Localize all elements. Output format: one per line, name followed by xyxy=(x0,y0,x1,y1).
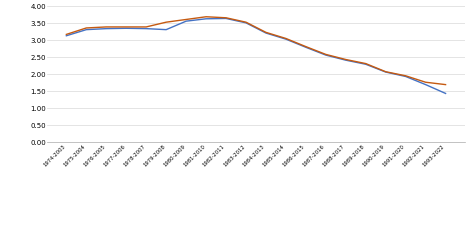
10-year Treasury Note Less CPI Inflation xyxy=(83,29,89,32)
10-year Treasury Note Less CPI Inflation
(1974-2002), 10-year TIPS (2003-2022) xyxy=(243,22,249,25)
10-year Treasury Note Less CPI Inflation xyxy=(123,28,129,30)
10-year Treasury Note Less CPI Inflation xyxy=(243,22,249,25)
Line: 10-year Treasury Note Less CPI Inflation: 10-year Treasury Note Less CPI Inflation xyxy=(66,19,446,94)
10-year Treasury Note Less CPI Inflation xyxy=(363,64,369,66)
10-year Treasury Note Less CPI Inflation xyxy=(164,29,169,32)
10-year Treasury Note Less CPI Inflation xyxy=(383,71,389,74)
10-year Treasury Note Less CPI Inflation xyxy=(223,18,229,21)
10-year Treasury Note Less CPI Inflation
(1974-2002), 10-year TIPS (2003-2022) xyxy=(64,34,69,37)
10-year Treasury Note Less CPI Inflation xyxy=(263,33,269,35)
10-year Treasury Note Less CPI Inflation xyxy=(423,84,428,87)
10-year Treasury Note Less CPI Inflation
(1974-2002), 10-year TIPS (2003-2022) xyxy=(223,17,229,20)
10-year Treasury Note Less CPI Inflation xyxy=(203,18,209,21)
10-year Treasury Note Less CPI Inflation xyxy=(343,60,348,62)
10-year Treasury Note Less CPI Inflation
(1974-2002), 10-year TIPS (2003-2022) xyxy=(363,63,369,66)
10-year Treasury Note Less CPI Inflation
(1974-2002), 10-year TIPS (2003-2022) xyxy=(83,27,89,30)
10-year Treasury Note Less CPI Inflation
(1974-2002), 10-year TIPS (2003-2022) xyxy=(443,84,448,87)
10-year Treasury Note Less CPI Inflation xyxy=(64,35,69,38)
10-year Treasury Note Less CPI Inflation
(1974-2002), 10-year TIPS (2003-2022) xyxy=(203,16,209,19)
10-year Treasury Note Less CPI Inflation xyxy=(143,28,149,31)
10-year Treasury Note Less CPI Inflation
(1974-2002), 10-year TIPS (2003-2022) xyxy=(303,46,309,49)
10-year Treasury Note Less CPI Inflation xyxy=(403,76,409,79)
10-year Treasury Note Less CPI Inflation
(1974-2002), 10-year TIPS (2003-2022) xyxy=(283,38,289,41)
10-year Treasury Note Less CPI Inflation xyxy=(303,47,309,49)
10-year Treasury Note Less CPI Inflation
(1974-2002), 10-year TIPS (2003-2022) xyxy=(343,59,348,62)
10-year Treasury Note Less CPI Inflation
(1974-2002), 10-year TIPS (2003-2022) xyxy=(423,82,428,84)
10-year Treasury Note Less CPI Inflation
(1974-2002), 10-year TIPS (2003-2022) xyxy=(164,22,169,25)
10-year Treasury Note Less CPI Inflation
(1974-2002), 10-year TIPS (2003-2022) xyxy=(183,19,189,22)
10-year Treasury Note Less CPI Inflation xyxy=(183,21,189,23)
10-year Treasury Note Less CPI Inflation
(1974-2002), 10-year TIPS (2003-2022) xyxy=(403,75,409,78)
10-year Treasury Note Less CPI Inflation
(1974-2002), 10-year TIPS (2003-2022) xyxy=(323,54,328,57)
10-year Treasury Note Less CPI Inflation
(1974-2002), 10-year TIPS (2003-2022) xyxy=(383,71,389,74)
10-year Treasury Note Less CPI Inflation xyxy=(323,55,328,57)
10-year Treasury Note Less CPI Inflation xyxy=(103,28,109,31)
10-year Treasury Note Less CPI Inflation
(1974-2002), 10-year TIPS (2003-2022) xyxy=(263,32,269,35)
Line: 10-year Treasury Note Less CPI Inflation
(1974-2002), 10-year TIPS (2003-2022): 10-year Treasury Note Less CPI Inflation… xyxy=(66,18,446,85)
10-year Treasury Note Less CPI Inflation
(1974-2002), 10-year TIPS (2003-2022) xyxy=(123,26,129,29)
10-year Treasury Note Less CPI Inflation xyxy=(283,39,289,41)
10-year Treasury Note Less CPI Inflation xyxy=(443,93,448,95)
10-year Treasury Note Less CPI Inflation
(1974-2002), 10-year TIPS (2003-2022) xyxy=(143,26,149,29)
10-year Treasury Note Less CPI Inflation
(1974-2002), 10-year TIPS (2003-2022) xyxy=(103,26,109,29)
